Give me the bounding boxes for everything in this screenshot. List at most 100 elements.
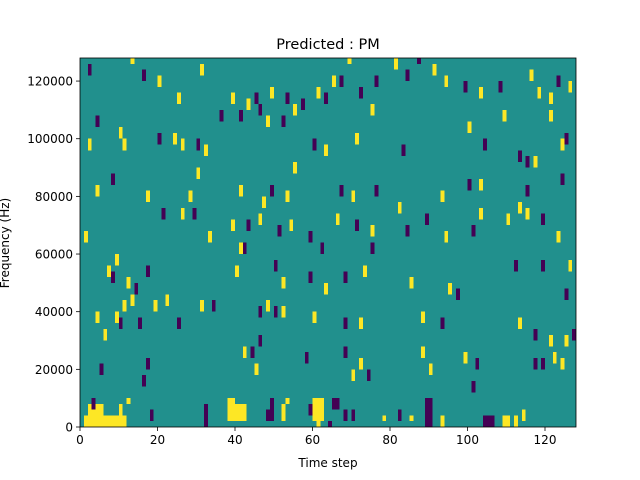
heatmap-cell (572, 328, 576, 341)
heatmap-cell (541, 357, 545, 370)
heatmap-cell (568, 81, 573, 93)
heatmap-cell (118, 317, 123, 329)
heatmap-cell (149, 409, 154, 422)
heatmap-cell (254, 92, 259, 105)
x-tick-label: 100 (456, 433, 479, 447)
heatmap-cell (118, 403, 123, 416)
heatmap-cell (320, 242, 325, 255)
heatmap-cell (471, 225, 476, 237)
heatmap-cell (285, 398, 290, 404)
heatmap-cell (238, 242, 243, 255)
heatmap-cell (312, 311, 317, 324)
heatmap-cell (444, 75, 449, 87)
heatmap-cell (91, 398, 96, 410)
heatmap-cell (370, 104, 375, 116)
heatmap-cell (328, 421, 332, 427)
heatmap-cell (293, 161, 297, 174)
heatmap-cell (374, 184, 379, 197)
heatmap-cell (502, 415, 511, 427)
heatmap-cell (506, 213, 511, 226)
heatmap-cell (118, 127, 123, 139)
heatmap-cell (188, 190, 193, 203)
heatmap-cell (541, 259, 545, 272)
heatmap-cell (331, 398, 340, 410)
heatmap-cell (556, 230, 561, 243)
heatmap-cell (564, 288, 569, 301)
heatmap-cell (176, 92, 181, 105)
heatmap-cell (200, 63, 204, 76)
y-tick-label: 120000 (27, 75, 73, 89)
heatmap-cell (269, 184, 274, 197)
heatmap-cell (564, 334, 569, 347)
heatmap-cell (347, 58, 352, 64)
heatmap-cell (192, 207, 197, 220)
heatmap-cell (521, 409, 526, 422)
heatmap-cell (308, 271, 313, 283)
heatmap-cell (200, 300, 204, 312)
heatmap-cell (157, 75, 162, 87)
heatmap-cell (246, 219, 251, 231)
heatmap-cell (126, 398, 131, 404)
heatmap-cell (87, 63, 92, 76)
x-tick-label: 80 (382, 433, 397, 447)
y-tick-label: 60000 (35, 248, 73, 262)
heatmap-cell (401, 144, 406, 157)
heatmap-cell (324, 144, 328, 157)
heatmap-background (80, 58, 576, 427)
heatmap-cell (99, 363, 104, 376)
heatmap-cell (475, 357, 480, 370)
heatmap-cell (359, 357, 363, 370)
heatmap-cell (432, 63, 437, 76)
heatmap-cell (157, 132, 162, 145)
heatmap-cell (316, 421, 321, 427)
heatmap-cell (204, 144, 208, 157)
plot-area (79, 57, 577, 428)
heatmap-cell (343, 346, 348, 358)
heatmap-cell (231, 92, 235, 105)
heatmap-cell (397, 409, 402, 422)
heatmap-cell (355, 132, 359, 145)
heatmap-cell (211, 300, 216, 312)
heatmap-cell (359, 317, 363, 329)
heatmap-cell (114, 311, 119, 324)
heatmap-cell (145, 265, 150, 278)
heatmap-cell (111, 173, 115, 185)
y-axis-label: Frequency (Hz) (0, 198, 12, 289)
heatmap-cell (417, 58, 421, 64)
heatmap-cell (308, 230, 313, 243)
heatmap-cell (525, 156, 530, 168)
heatmap-cell (374, 75, 379, 87)
heatmap-cell (266, 300, 270, 312)
heatmap-cell (517, 202, 522, 214)
heatmap-cell (142, 375, 146, 387)
heatmap-cell (238, 184, 243, 197)
heatmap-cell (339, 184, 344, 197)
heatmap-cell (107, 265, 111, 278)
heatmap-cell (235, 265, 239, 278)
heatmap-cell (409, 415, 414, 422)
heatmap-cell (533, 328, 538, 341)
heatmap-cell (440, 415, 445, 427)
heatmap-cell (258, 334, 263, 347)
heatmap-cell (343, 317, 348, 329)
heatmap-cell (250, 346, 255, 358)
y-tick-label: 100000 (27, 132, 73, 146)
heatmap-cell (238, 109, 243, 122)
heatmap-cell (335, 213, 340, 226)
heatmap-cell (316, 86, 321, 99)
heatmap-cell (285, 92, 290, 105)
heatmap-cell (440, 190, 445, 203)
heatmap-cell (204, 403, 208, 427)
heatmap-cell (370, 242, 375, 255)
heatmap-cell (424, 398, 433, 427)
heatmap-cell (370, 225, 375, 237)
heatmap-cell (471, 380, 476, 393)
heatmap-cell (134, 282, 139, 295)
heatmap-cell (552, 352, 557, 364)
heatmap-cell (308, 403, 313, 416)
y-tick-label: 20000 (35, 363, 73, 377)
heatmap-cell (254, 363, 259, 376)
heatmap-cell (122, 138, 127, 151)
heatmap-cell (428, 363, 433, 376)
